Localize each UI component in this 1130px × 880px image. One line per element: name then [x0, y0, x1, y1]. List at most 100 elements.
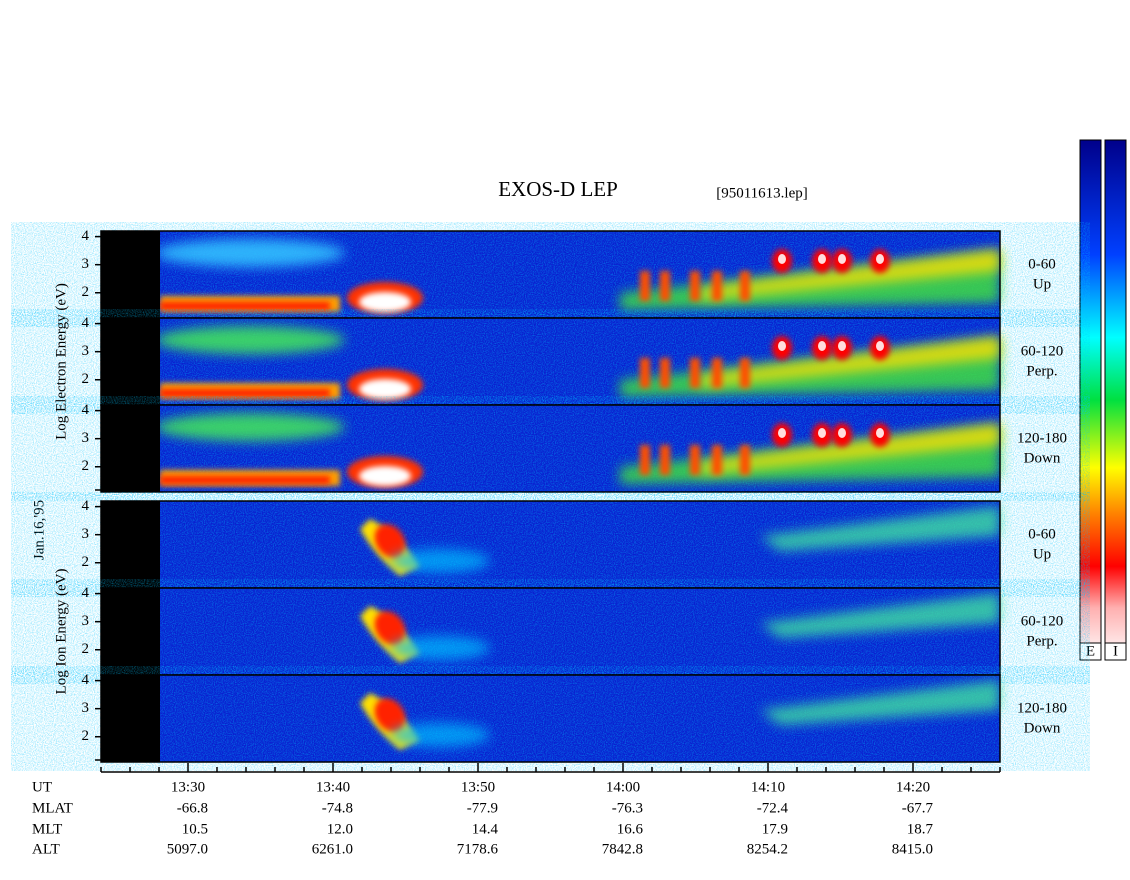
- spectrogram: [100, 587, 1001, 676]
- ephemeris-value: 6261.0: [312, 841, 353, 857]
- colorbar-label: E: [1086, 643, 1095, 659]
- ephemeris-value: 5097.0: [167, 841, 208, 857]
- colorbar-label-box: [1079, 642, 1102, 661]
- streak: [640, 358, 650, 388]
- wash: [155, 413, 345, 441]
- panel-angle: 60-120: [1021, 343, 1064, 359]
- hot-spot: [359, 466, 411, 486]
- x-tick-label: 13:50: [461, 779, 495, 795]
- panel-direction: Down: [1024, 720, 1061, 736]
- y-tick-label: 2: [82, 554, 90, 570]
- ephemeris-value: 8415.0: [892, 841, 933, 857]
- wash: [155, 326, 345, 354]
- row-label: MLAT: [32, 800, 73, 816]
- panel-direction: Up: [1033, 546, 1051, 562]
- hot-spot: [778, 341, 786, 351]
- band: [160, 476, 330, 484]
- panel-angle: 0-60: [1028, 256, 1056, 272]
- hot-spot: [876, 428, 884, 438]
- y-tick-label: 2: [82, 371, 90, 387]
- x-tick-label: 13:30: [171, 779, 205, 795]
- streak: [660, 271, 670, 301]
- wash: [155, 239, 345, 267]
- hot-spot: [778, 428, 786, 438]
- hot-spot: [838, 428, 846, 438]
- x-tick-label: 14:20: [896, 779, 930, 795]
- panel-frame: [100, 674, 1001, 763]
- wash: [390, 636, 490, 660]
- no-data: [101, 405, 160, 492]
- x-tick-label: 14:00: [606, 779, 640, 795]
- ephemeris-value: -67.7: [902, 800, 934, 816]
- wash: [390, 549, 490, 573]
- spectrogram: [100, 230, 1001, 319]
- band: [700, 423, 1000, 474]
- hot-spot: [838, 341, 846, 351]
- ephemeris-value: 18.7: [907, 821, 934, 837]
- panel-angle: 60-120: [1021, 613, 1064, 629]
- y-tick-label: 3: [82, 430, 90, 446]
- ephemeris-value: 8254.2: [747, 841, 788, 857]
- ephemeris-value: 16.6: [617, 821, 644, 837]
- streak: [740, 358, 750, 388]
- streak: [712, 358, 722, 388]
- no-data: [101, 588, 160, 675]
- band: [160, 302, 330, 310]
- hot-spot: [876, 254, 884, 264]
- hot-spot: [778, 254, 786, 264]
- streak: [740, 445, 750, 475]
- streak: [640, 271, 650, 301]
- streak: [712, 271, 722, 301]
- ephemeris-value: -72.4: [757, 800, 789, 816]
- wash: [760, 680, 1000, 725]
- spectrogram: [100, 404, 1001, 493]
- ephemeris-value: 12.0: [327, 821, 353, 837]
- panel-angle: 120-180: [1017, 700, 1067, 716]
- ephemeris-value: -74.8: [322, 800, 353, 816]
- y-tick-label: 3: [82, 343, 90, 359]
- streak: [690, 445, 700, 475]
- band: [700, 336, 1000, 387]
- no-data: [101, 501, 160, 588]
- y-tick-label: 4: [82, 672, 90, 688]
- hot-spot: [359, 379, 411, 399]
- wash: [760, 593, 1000, 638]
- colorbar: [1079, 139, 1102, 661]
- band: [160, 389, 330, 397]
- no-data: [101, 318, 160, 405]
- row-label: ALT: [32, 841, 60, 857]
- y-tick-label: 3: [82, 700, 90, 716]
- ephemeris-value: -77.9: [467, 800, 498, 816]
- colorbar: [1104, 139, 1127, 661]
- streak: [640, 445, 650, 475]
- panel-frame: [100, 404, 1001, 493]
- hot-spot: [818, 428, 826, 438]
- hot-spot: [818, 254, 826, 264]
- ephemeris-value: 14.4: [472, 821, 499, 837]
- hot-spot: [374, 611, 406, 645]
- file-label: [95011613.lep]: [716, 185, 808, 201]
- colorbar-label-box: [1104, 642, 1127, 661]
- panel-angle: 120-180: [1017, 430, 1067, 446]
- ephemeris-value: 7842.8: [602, 841, 643, 857]
- y-axis-label: Log Electron Energy (eV): [53, 283, 69, 440]
- y-tick-label: 2: [82, 458, 90, 474]
- streak: [660, 358, 670, 388]
- band: [700, 249, 1000, 300]
- colorbar-label: I: [1113, 643, 1118, 659]
- panel-direction: Down: [1024, 450, 1061, 466]
- y-axis-label: Log Ion Energy (eV): [53, 569, 69, 695]
- y-tick-label: 2: [82, 728, 90, 744]
- row-label: MLT: [32, 821, 62, 837]
- y-tick-label: 4: [82, 402, 90, 418]
- wash: [760, 506, 1000, 551]
- ephemeris-value: 7178.6: [457, 841, 499, 857]
- panel-direction: Perp.: [1026, 633, 1057, 649]
- spectrogram: [100, 317, 1001, 406]
- spectrogram: [100, 500, 1001, 589]
- streak: [660, 445, 670, 475]
- chart-title: EXOS-D LEP: [498, 177, 618, 201]
- streak: [690, 358, 700, 388]
